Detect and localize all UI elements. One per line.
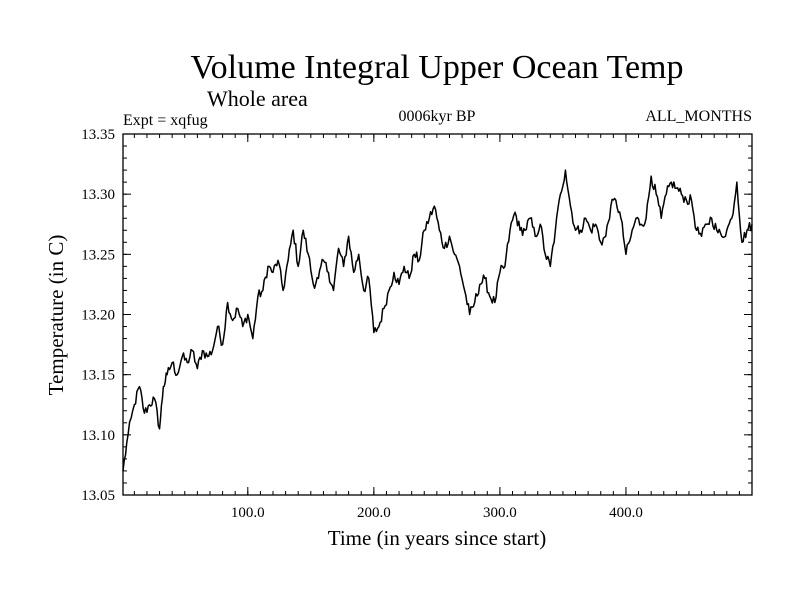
y-tick-label: 13.20 bbox=[81, 308, 115, 324]
y-tick-label: 13.25 bbox=[81, 247, 115, 263]
chart-title: Volume Integral Upper Ocean Temp bbox=[191, 49, 684, 86]
y-tick-label: 13.35 bbox=[81, 127, 115, 143]
x-axis-label: Time (in years since start) bbox=[328, 526, 547, 550]
x-tick-label: 400.0 bbox=[609, 505, 643, 521]
y-tick-label: 13.30 bbox=[81, 187, 115, 203]
chart-subtitle: Whole area bbox=[207, 86, 308, 111]
y-tick-label: 13.10 bbox=[81, 428, 115, 444]
x-tick-label: 200.0 bbox=[357, 505, 391, 521]
series-line bbox=[122, 169, 753, 472]
period-label: 0006kyr BP bbox=[399, 108, 476, 125]
y-axis-label: Temperature (in C) bbox=[44, 235, 68, 396]
x-tick-label: 100.0 bbox=[231, 505, 265, 521]
y-tick-label: 13.15 bbox=[81, 368, 115, 384]
series-layer bbox=[122, 169, 753, 472]
experiment-label: Expt = xqfug bbox=[123, 112, 208, 129]
y-tick-label: 13.05 bbox=[81, 488, 115, 504]
axis-ticks: 13.05 13.10 13.15 13.20 13.25 13.30 13.35 100.0… bbox=[81, 127, 752, 521]
plot-frame bbox=[122, 133, 753, 496]
x-tick-label: 300.0 bbox=[483, 505, 517, 521]
months-label: ALL_MONTHS bbox=[645, 108, 752, 125]
